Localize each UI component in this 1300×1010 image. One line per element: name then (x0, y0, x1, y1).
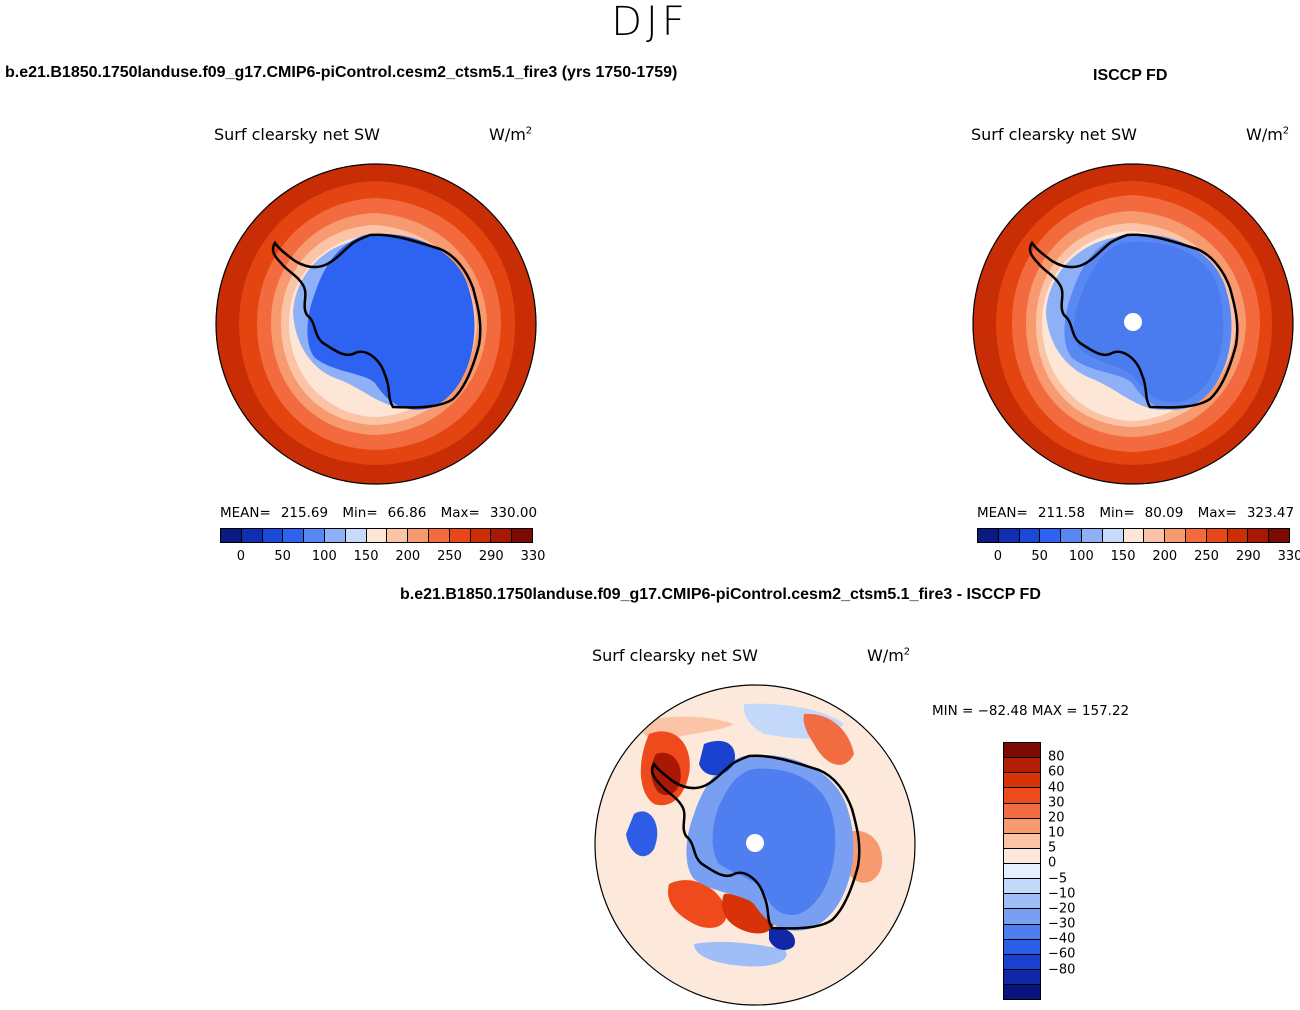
colorbar-tick-label: 150 (353, 549, 379, 564)
colorbar-tick-label: 150 (1110, 549, 1136, 564)
colorbar-swatch (1081, 529, 1103, 542)
colorbar-tick-label: 0 (236, 549, 245, 564)
panel1-variable-label: Surf clearsky net SW (214, 125, 380, 144)
colorbar-swatch (470, 529, 492, 542)
panel2-case-title: ISCCP FD (1093, 67, 1168, 84)
panel1-polar-map (215, 163, 537, 485)
panel2-stats: MEAN= 211.58 Min= 80.09 Max= 323.47 (977, 505, 1295, 521)
colorbar-swatch (1004, 743, 1040, 759)
colorbar-label: 10 (1048, 825, 1065, 841)
colorbar-swatch (345, 529, 367, 542)
panel3-case-title: b.e21.B1850.1750landuse.f09_g17.CMIP6-pi… (400, 586, 1041, 603)
colorbar-tick-label: 290 (1235, 549, 1261, 564)
colorbar-label: 20 (1048, 810, 1065, 826)
colorbar-swatch (1019, 529, 1041, 542)
colorbar-tick-label: 50 (274, 549, 291, 564)
colorbar-swatch (1004, 864, 1040, 880)
colorbar-swatch (1165, 529, 1186, 542)
colorbar-swatch (1004, 773, 1040, 789)
colorbar-tick-label: 200 (395, 549, 421, 564)
panel2-variable-label: Surf clearsky net SW (971, 125, 1137, 144)
colorbar-swatch (512, 529, 532, 542)
colorbar-label: −30 (1048, 916, 1076, 932)
colorbar-label: 80 (1048, 749, 1065, 765)
panel1-units-label: W/m2 (489, 125, 533, 144)
colorbar-tick-label: 290 (478, 549, 504, 564)
colorbar-label: 40 (1048, 780, 1065, 796)
panel2-polar-map (972, 163, 1294, 485)
panel3-units-label: W/m2 (867, 646, 911, 665)
colorbar-swatch (1206, 529, 1228, 542)
colorbar-swatch (978, 529, 999, 542)
colorbar-swatch (1004, 939, 1040, 955)
season-title: DJF (611, 0, 689, 45)
colorbar-swatch (1004, 924, 1040, 940)
colorbar-tick-label: 250 (1194, 549, 1219, 564)
colorbar-swatch (324, 529, 346, 542)
colorbar-label: −10 (1048, 886, 1076, 902)
colorbar-swatch (1004, 879, 1040, 895)
colorbar-swatch (449, 529, 471, 542)
panel2-units-label: W/m2 (1246, 125, 1290, 144)
colorbar-tick-label: 250 (437, 549, 462, 564)
colorbar-swatch (1185, 529, 1207, 542)
colorbar-swatch (1248, 529, 1270, 542)
colorbar-swatch (1004, 758, 1040, 774)
panel1-case-title: b.e21.B1850.1750landuse.f09_g17.CMIP6-pi… (5, 64, 678, 81)
colorbar-swatch (1004, 848, 1040, 864)
panel1-colorbar (220, 528, 533, 543)
colorbar-swatch (998, 529, 1020, 542)
colorbar-swatch (1040, 529, 1062, 542)
colorbar-swatch (1004, 954, 1040, 970)
colorbar-swatch (1004, 818, 1040, 834)
colorbar-label: −80 (1048, 962, 1076, 978)
panel1-stats: MEAN= 215.69 Min= 66.86 Max= 330.00 (220, 505, 538, 521)
colorbar-swatch (408, 529, 429, 542)
colorbar-swatch (1102, 529, 1124, 542)
colorbar-tick-label: 0 (993, 549, 1002, 564)
colorbar-swatch (1004, 833, 1040, 849)
panel3-polar-map (594, 684, 916, 1006)
colorbar-swatch (1123, 529, 1145, 542)
colorbar-label: 0 (1048, 855, 1057, 871)
colorbar-swatch (241, 529, 263, 542)
colorbar-tick-label: 50 (1031, 549, 1048, 564)
colorbar-label: 5 (1048, 840, 1057, 856)
panel2-colorbar (977, 528, 1290, 543)
colorbar-label: −40 (1048, 931, 1076, 947)
colorbar-tick-label: 330 (520, 549, 546, 564)
panel3-colorbar (1003, 742, 1041, 1000)
colorbar-swatch (1004, 788, 1040, 804)
colorbar-label: 30 (1048, 795, 1065, 811)
colorbar-swatch (1227, 529, 1249, 542)
colorbar-swatch (1004, 894, 1040, 910)
colorbar-swatch (491, 529, 513, 542)
colorbar-tick-label: 330 (1277, 549, 1300, 564)
panel3-variable-label: Surf clearsky net SW (592, 646, 758, 665)
colorbar-label: −20 (1048, 901, 1076, 917)
colorbar-swatch (1061, 529, 1082, 542)
colorbar-tick-label: 100 (1068, 549, 1094, 564)
colorbar-tick-label: 200 (1152, 549, 1178, 564)
colorbar-tick-label: 100 (311, 549, 337, 564)
colorbar-swatch (428, 529, 450, 542)
colorbar-label: −5 (1048, 871, 1068, 887)
colorbar-swatch (1144, 529, 1166, 542)
colorbar-label: 60 (1048, 764, 1065, 780)
colorbar-swatch (283, 529, 305, 542)
panel3-minmax: MIN = −82.48 MAX = 157.22 (932, 703, 1130, 719)
colorbar-swatch (304, 529, 325, 542)
colorbar-swatch (1004, 909, 1040, 925)
colorbar-swatch (221, 529, 242, 542)
colorbar-swatch (366, 529, 388, 542)
colorbar-swatch (1004, 803, 1040, 819)
colorbar-swatch (1269, 529, 1289, 542)
colorbar-swatch (262, 529, 284, 542)
colorbar-label: −60 (1048, 946, 1076, 962)
colorbar-swatch (387, 529, 409, 542)
colorbar-swatch (1004, 969, 1040, 985)
colorbar-swatch (1004, 985, 1040, 1000)
